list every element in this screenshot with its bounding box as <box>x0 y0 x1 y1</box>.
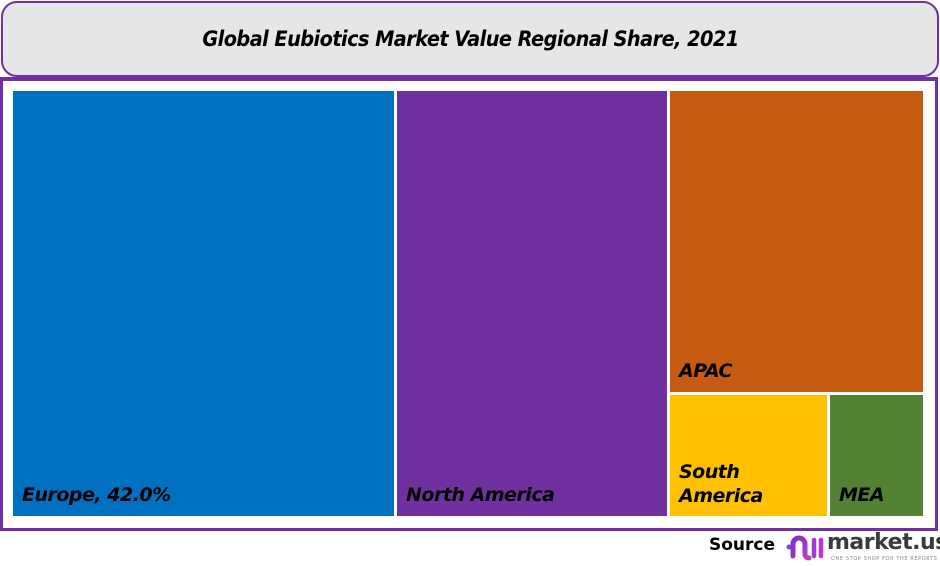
market-us-tagline: ONE STOP SHOP FOR THE REPORTS <box>831 556 938 562</box>
market-us-logo: market.us ONE STOP SHOP FOR THE REPORTS <box>785 530 940 564</box>
chart-title-box: Global Eubiotics Market Value Regional S… <box>1 1 939 77</box>
tile-mea: MEA <box>830 395 923 516</box>
tile-label-south-america-line2: America <box>679 485 763 507</box>
tile-label-south-america: South America <box>679 460 763 508</box>
tile-label-mea: MEA <box>839 484 885 506</box>
tile-north-america: North America <box>397 91 667 516</box>
tile-label-north-america: North America <box>406 484 555 506</box>
chart-title: Global Eubiotics Market Value Regional S… <box>201 27 739 51</box>
tile-label-europe: Europe, 42.0% <box>22 484 171 506</box>
tile-label-south-america-line1: South <box>679 461 740 483</box>
tile-label-apac: APAC <box>679 360 732 382</box>
source-label: Source <box>709 535 776 555</box>
tile-europe: Europe, 42.0% <box>13 91 394 516</box>
market-us-logo-icon <box>786 535 824 561</box>
tile-apac: APAC <box>670 91 923 392</box>
market-us-wordmark: market.us <box>827 530 940 555</box>
tile-south-america: South America <box>670 395 827 516</box>
